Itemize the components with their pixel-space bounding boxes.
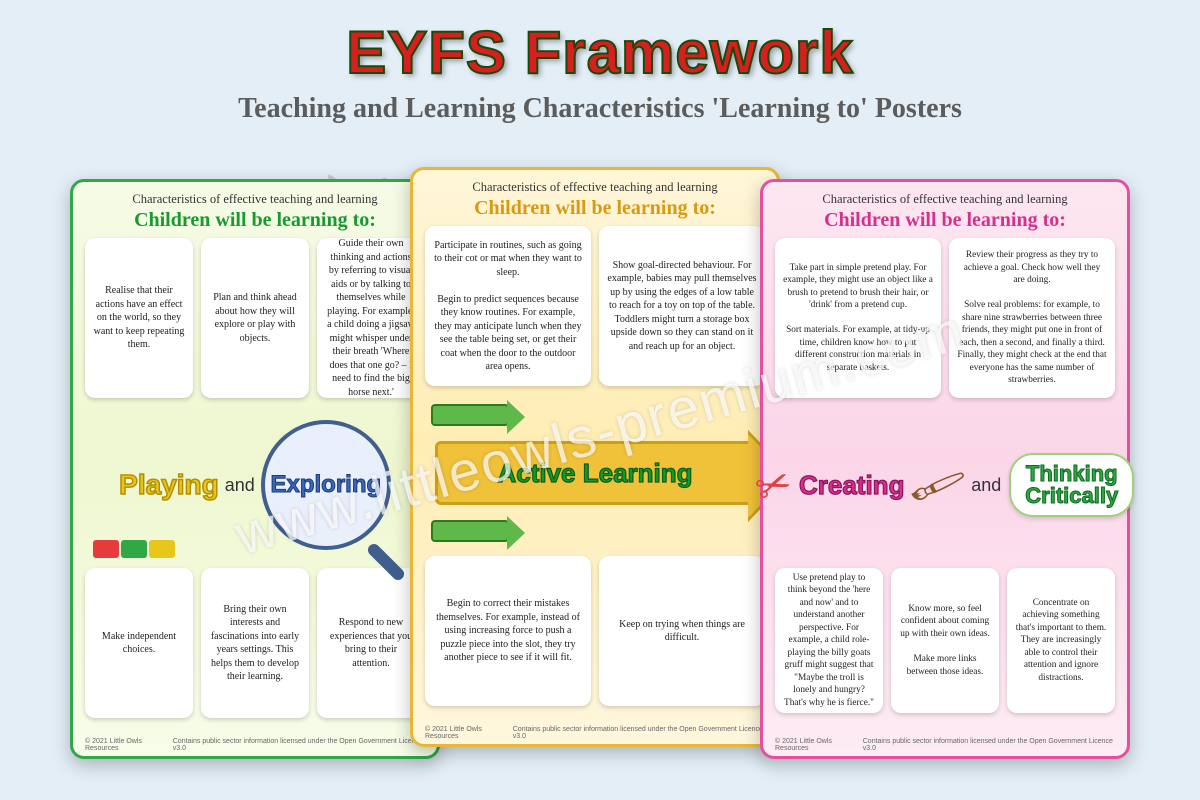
green-box: Plan and think ahead about how they will… <box>201 238 309 398</box>
paintbrush-icon: 🖌 <box>906 454 970 516</box>
copyright: © 2021 Little Owls Resources <box>85 738 173 752</box>
pink-box: Concentrate on achieving something that'… <box>1007 568 1115 713</box>
copyright: © 2021 Little Owls Resources <box>775 738 863 752</box>
cloud-line2: Critically <box>1025 485 1118 507</box>
poster-learnline: Children will be learning to: <box>85 209 425 232</box>
poster-topline: Characteristics of effective teaching an… <box>425 180 765 195</box>
subtitle: Teaching and Learning Characteristics 'L… <box>0 93 1200 125</box>
yellow-box: Keep on trying when things are difficult… <box>599 556 765 706</box>
poster-topline: Characteristics of effective teaching an… <box>775 192 1115 207</box>
yellow-top-row: Participate in routines, such as going t… <box>425 226 765 386</box>
copyright: © 2021 Little Owls Resources <box>425 726 513 740</box>
small-arrow-icon <box>431 520 509 542</box>
blocks-icon <box>93 540 175 558</box>
licence: Contains public sector information licen… <box>863 738 1115 752</box>
green-box: Guide their own thinking and actions by … <box>317 238 425 398</box>
pink-box: Use pretend play to think beyond the 'he… <box>775 568 883 713</box>
licence: Contains public sector information licen… <box>513 726 765 740</box>
poster-learnline: Children will be learning to: <box>425 197 765 220</box>
poster-active-learning: Characteristics of effective teaching an… <box>410 167 780 747</box>
header: EYFS Framework Teaching and Learning Cha… <box>0 0 1200 125</box>
green-bottom-row: Make independent choices. Bring their ow… <box>85 568 425 718</box>
and-text: and <box>971 475 1001 496</box>
yellow-box: Participate in routines, such as going t… <box>425 226 591 386</box>
active-learning-label: Active Learning <box>497 458 692 489</box>
yellow-box: Begin to correct their mistakes themselv… <box>425 556 591 706</box>
poster-footer: © 2021 Little Owls Resources Contains pu… <box>85 738 425 752</box>
pink-box: Know more, so feel confident about comin… <box>891 568 999 713</box>
and-text: and <box>225 475 255 496</box>
pink-bottom-row: Use pretend play to think beyond the 'he… <box>775 568 1115 713</box>
poster-footer: © 2021 Little Owls Resources Contains pu… <box>425 726 765 740</box>
green-box: Bring their own interests and fascinatio… <box>201 568 309 718</box>
pink-box: Review their progress as they try to ach… <box>949 238 1115 398</box>
pink-band: ✂ Creating 🖌 and Thinking Critically <box>775 410 1115 560</box>
green-band: Playing and Exploring <box>85 410 425 560</box>
posters-container: Characteristics of effective teaching an… <box>0 139 1200 779</box>
green-box: Make independent choices. <box>85 568 193 718</box>
licence: Contains public sector information licen… <box>173 738 425 752</box>
big-arrow-icon: Active Learning <box>435 441 755 505</box>
main-title: EYFS Framework <box>0 18 1200 87</box>
word-exploring: Exploring <box>270 471 381 499</box>
magnifier-icon: Exploring <box>261 420 391 550</box>
word-creating: Creating <box>799 470 904 501</box>
poster-playing-exploring: Characteristics of effective teaching an… <box>70 179 440 759</box>
yellow-band: Active Learning <box>425 398 765 548</box>
green-top-row: Realise that their actions have an effec… <box>85 238 425 398</box>
word-playing: Playing <box>119 469 219 501</box>
thought-cloud-icon: Thinking Critically <box>1009 453 1134 517</box>
pink-top-row: Take part in simple pretend play. For ex… <box>775 238 1115 398</box>
poster-topline: Characteristics of effective teaching an… <box>85 192 425 207</box>
cloud-line1: Thinking <box>1025 463 1118 485</box>
poster-creating-thinking: Characteristics of effective teaching an… <box>760 179 1130 759</box>
green-box: Realise that their actions have an effec… <box>85 238 193 398</box>
small-arrow-icon <box>431 404 509 426</box>
yellow-box: Show goal-directed behaviour. For exampl… <box>599 226 765 386</box>
poster-footer: © 2021 Little Owls Resources Contains pu… <box>775 738 1115 752</box>
poster-learnline: Children will be learning to: <box>775 209 1115 232</box>
pink-box: Take part in simple pretend play. For ex… <box>775 238 941 398</box>
green-box: Respond to new experiences that you brin… <box>317 568 425 718</box>
yellow-bottom-row: Begin to correct their mistakes themselv… <box>425 556 765 706</box>
